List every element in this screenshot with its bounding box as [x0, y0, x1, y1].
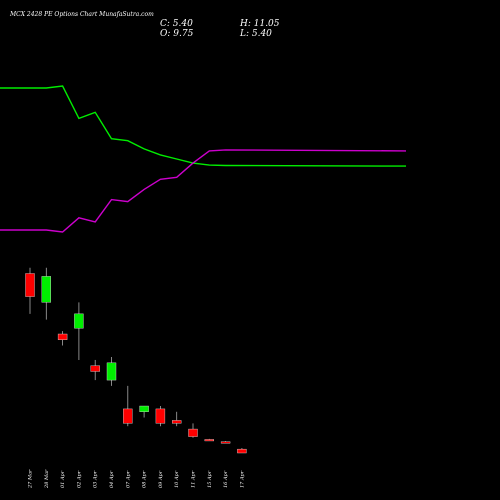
x-tick-label: 27 Mar	[28, 469, 34, 489]
candle-body	[171, 420, 182, 424]
candles	[25, 267, 247, 454]
x-tick-label: 02 Apr	[76, 470, 82, 488]
x-tick-label: 16 Apr	[223, 470, 229, 488]
candle	[204, 438, 215, 442]
candle	[106, 357, 117, 386]
green-indicator-line	[0, 85, 407, 167]
x-tick-label: 11 Apr	[191, 470, 197, 488]
candle-body	[41, 276, 51, 303]
x-tick-label: 15 Apr	[207, 470, 213, 488]
low-value: L: 5.40	[239, 29, 272, 39]
candle-body	[123, 408, 133, 424]
candle-body	[57, 333, 68, 340]
open-value: O: 9.75	[160, 29, 194, 39]
x-tick-label: 08 Apr	[142, 470, 148, 488]
x-tick-label: 03 Apr	[93, 470, 99, 488]
candle-body	[237, 448, 247, 454]
magenta-indicator-line	[0, 149, 407, 233]
x-tick-label: 09 Apr	[158, 470, 164, 488]
candle	[57, 331, 68, 346]
candle-body	[220, 441, 231, 444]
candle	[237, 448, 247, 454]
x-tick-label: 28 Mar	[44, 469, 50, 489]
x-tick-label: 07 Apr	[125, 470, 131, 488]
candle-body	[90, 365, 100, 372]
candle-body	[139, 405, 149, 412]
candle	[220, 441, 231, 444]
indicator-lines	[0, 85, 407, 233]
close-value: C: 5.40	[160, 19, 193, 29]
candle	[25, 267, 35, 314]
candle	[123, 385, 133, 427]
candle-body	[74, 313, 84, 329]
candle	[171, 411, 182, 427]
high-value: H: 11.05	[239, 19, 280, 29]
candle-body	[155, 408, 166, 424]
candle	[139, 405, 149, 418]
chart-title: MCX 2428 PE Options Chart MunafaSutra.co…	[9, 11, 154, 18]
candle	[155, 406, 166, 427]
candle	[90, 359, 100, 381]
candle	[74, 302, 84, 360]
candle-body	[188, 428, 198, 437]
x-tick-label: 01 Apr	[60, 470, 66, 488]
candle-body	[25, 273, 35, 297]
x-tick-label: 17 Apr	[239, 470, 245, 488]
x-tick-label: 04 Apr	[109, 470, 115, 488]
candle	[41, 267, 51, 320]
candle-body	[204, 439, 215, 442]
candle	[188, 423, 198, 438]
candle-body	[106, 362, 117, 381]
x-axis-ticks: 27 Mar 28 Mar 01 Apr 02 Apr 03 Apr 04 Apr 07 A…	[28, 469, 246, 489]
x-tick-label: 10 Apr	[174, 470, 180, 488]
